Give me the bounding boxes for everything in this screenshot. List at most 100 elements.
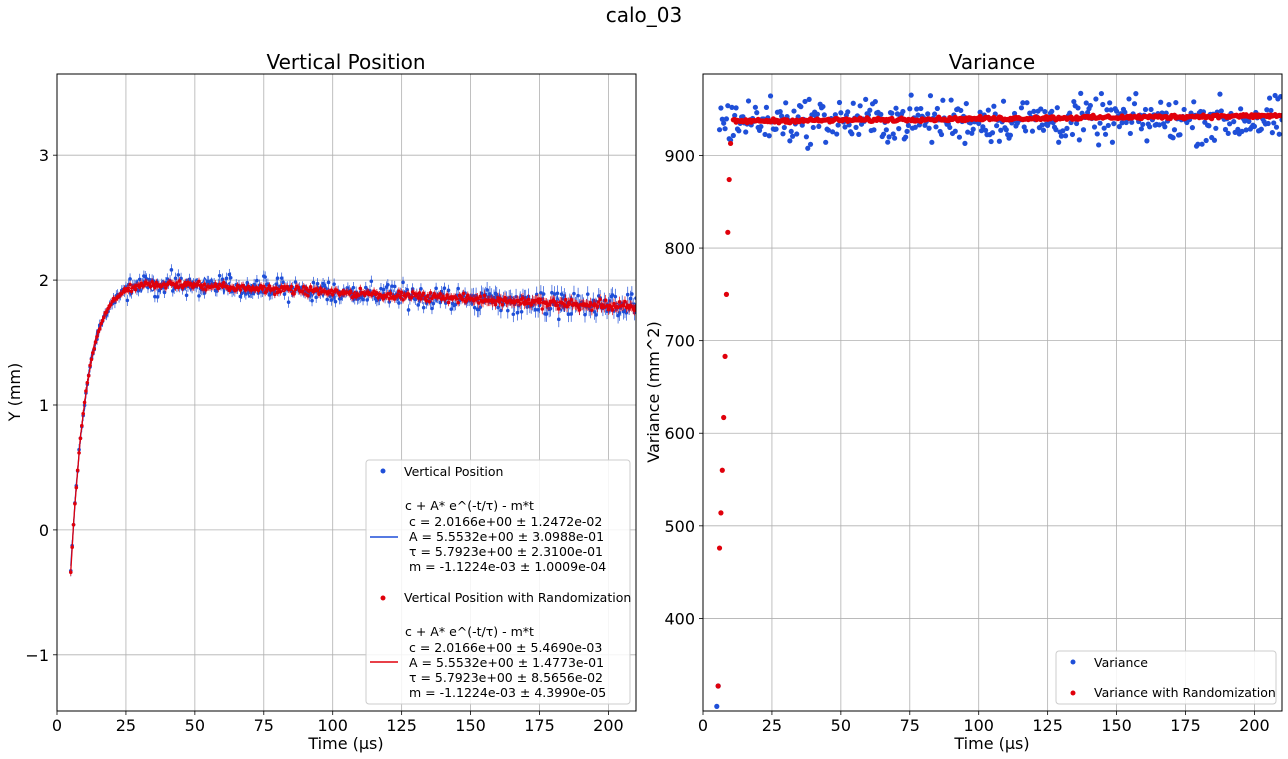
point-variance (758, 123, 764, 130)
point-vertical-position (630, 292, 634, 296)
point-variance (965, 129, 971, 135)
point-variance (1268, 107, 1274, 114)
data-layer (68, 264, 636, 577)
legend-marker-vertical-position-randomization (380, 595, 386, 601)
point-vertical-position-randomization (153, 285, 157, 290)
point-vertical-position (625, 292, 630, 297)
point-vertical-position (539, 291, 543, 295)
point-vertical-position (566, 312, 571, 317)
point-variance (998, 127, 1004, 133)
point-vertical-position (511, 312, 516, 317)
point-variance-randomization (726, 176, 732, 183)
point-variance (1039, 122, 1045, 128)
point-variance (1053, 127, 1059, 133)
point-vertical-position (562, 294, 567, 298)
point-vertical-position (453, 302, 458, 307)
point-variance (1056, 139, 1062, 145)
y-tick-label: 400 (664, 609, 695, 628)
point-variance (1239, 128, 1245, 134)
point-variance (1042, 109, 1048, 115)
point-vertical-position (421, 305, 426, 310)
point-variance (842, 124, 848, 130)
point-variance (762, 131, 768, 138)
point-variance (778, 113, 785, 119)
point-vertical-position (144, 277, 149, 281)
point-vertical-position (315, 281, 320, 286)
point-variance (838, 110, 844, 116)
point-variance (1038, 106, 1044, 112)
point-vertical-position (386, 282, 390, 287)
point-vertical-position-randomization (623, 299, 627, 304)
point-variance (821, 112, 827, 118)
point-vertical-position-randomization (529, 303, 534, 307)
point-variance (1029, 128, 1036, 134)
point-variance (1181, 106, 1187, 113)
point-variance (1078, 90, 1084, 96)
point-variance (773, 126, 779, 132)
x-tick-label: 0 (698, 716, 708, 735)
point-variance (880, 131, 887, 137)
point-variance (1222, 126, 1229, 133)
point-vertical-position-randomization (238, 288, 243, 292)
point-variance (850, 100, 856, 106)
plot-border (56, 73, 637, 712)
point-variance (1217, 91, 1223, 97)
point-variance (849, 131, 855, 137)
point-variance (1258, 126, 1264, 132)
point-variance (915, 112, 921, 118)
point-vertical-position-randomization (275, 290, 280, 295)
point-variance (810, 124, 816, 131)
point-vertical-position-randomization (610, 308, 615, 312)
point-variance (1231, 119, 1237, 125)
point-vertical-position (628, 296, 633, 301)
point-vertical-position-randomization (496, 296, 500, 300)
point-variance (1177, 132, 1183, 138)
point-vertical-position (548, 306, 553, 311)
fit-line-vertical-position-randomization (70, 280, 636, 572)
point-variance (969, 130, 975, 136)
point-vertical-position (485, 288, 489, 292)
point-variance-randomization (1279, 112, 1282, 119)
point-variance (1131, 101, 1138, 107)
point-vertical-position (137, 277, 142, 282)
point-variance (1104, 107, 1110, 113)
point-vertical-position (594, 313, 598, 317)
point-vertical-position-randomization (129, 289, 134, 294)
point-variance (807, 141, 814, 147)
point-vertical-position (496, 305, 500, 310)
legend: Variance Variance with Randomization (1055, 650, 1277, 705)
point-variance-randomization (718, 510, 724, 516)
y-tick-label: 600 (664, 424, 695, 443)
point-vertical-position-randomization (358, 286, 363, 291)
point-vertical-position (332, 282, 336, 286)
point-variance (1107, 100, 1113, 106)
point-vertical-position-randomization (536, 297, 540, 301)
point-variance (890, 131, 896, 137)
point-vertical-position-randomization (427, 299, 432, 304)
point-vertical-position (238, 294, 243, 299)
point-vertical-position (333, 299, 338, 304)
point-vertical-position-randomization (424, 298, 429, 303)
point-vertical-position (536, 308, 540, 312)
point-variance (1271, 120, 1277, 126)
point-variance (777, 109, 783, 115)
point-vertical-position (550, 290, 554, 295)
point-vertical-position (215, 289, 219, 293)
chart-title: Variance (949, 50, 1035, 74)
point-vertical-position-randomization (477, 301, 481, 305)
point-vertical-position-randomization (539, 297, 543, 302)
point-variance (978, 128, 985, 134)
x-tick-label: 75 (254, 716, 274, 735)
point-variance (1018, 105, 1025, 111)
legend-label-variance-randomization: Variance with Randomization (1094, 685, 1276, 700)
legend-fit-2-formula: c + A* e^(-t/τ) - m*t (405, 624, 534, 639)
point-vertical-position (576, 293, 580, 298)
chart-variance: Variance 0 25 50 75 100 125 150 175 200 400 500 600… (644, 50, 1283, 753)
legend-label-vertical-position-randomization: Vertical Position with Randomization (404, 590, 631, 605)
legend-label-vertical-position: Vertical Position (404, 464, 503, 479)
point-vertical-position-randomization (493, 302, 498, 307)
point-vertical-position (405, 287, 409, 292)
point-vertical-position-randomization (222, 280, 226, 285)
y-tick-label: 1 (39, 396, 49, 415)
point-vertical-position-randomization (397, 289, 401, 293)
